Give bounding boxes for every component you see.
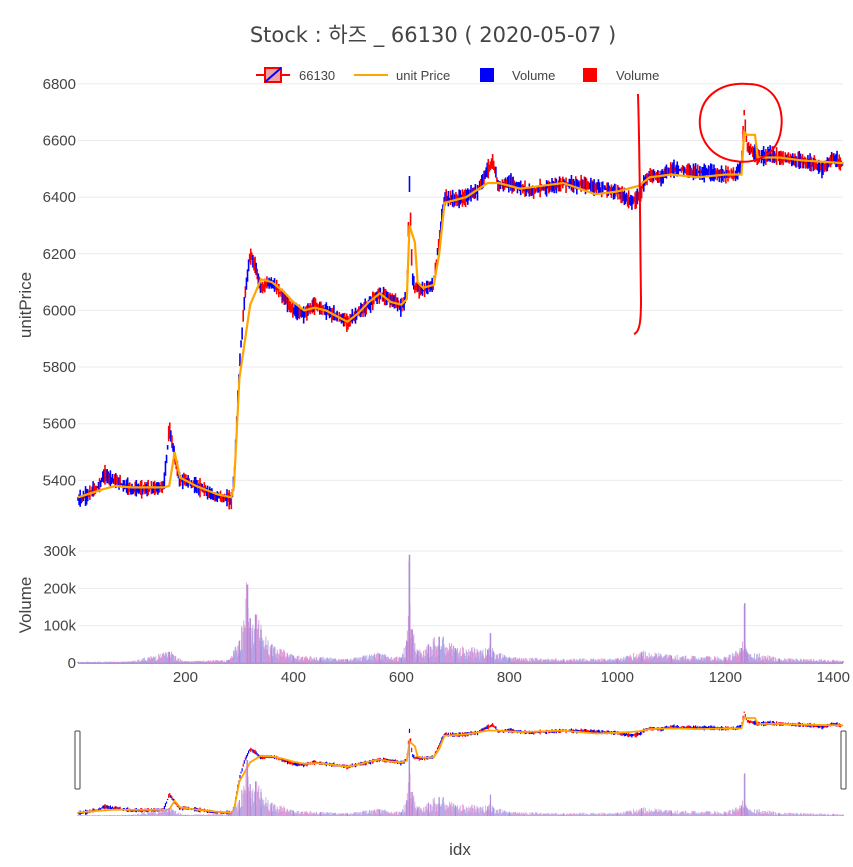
price-tick-label: 6400 <box>43 189 76 206</box>
x-tick-label: 200 <box>173 669 198 686</box>
legend[interactable]: 66130 unit Price Volume Volume <box>256 67 659 83</box>
legend-label-volume-blue: Volume <box>512 68 555 83</box>
x-tick-label: 400 <box>281 669 306 686</box>
price-axis-ticks: 5400 5600 5800 6000 6200 6400 6600 6800 <box>43 76 76 490</box>
unit-price-line <box>77 129 844 499</box>
volume-tick-label: 300k <box>43 543 76 560</box>
price-tick-label: 6200 <box>43 246 76 263</box>
legend-item-candlestick[interactable]: 66130 <box>256 67 335 83</box>
range-slider-right-handle[interactable] <box>840 730 847 790</box>
price-tick-label: 5800 <box>43 359 76 376</box>
price-tick-label: 5400 <box>43 472 76 489</box>
legend-label-66130: 66130 <box>299 68 335 83</box>
legend-item-volume-blue[interactable]: Volume <box>480 68 555 83</box>
range-slider-left-handle[interactable] <box>74 730 81 790</box>
volume-axis-ticks: 0 100k 200k 300k <box>43 543 76 672</box>
legend-label-volume-red: Volume <box>616 68 659 83</box>
price-tick-label: 6600 <box>43 132 76 149</box>
x-tick-label: 1200 <box>709 669 742 686</box>
legend-item-unit-price[interactable]: unit Price <box>354 68 450 83</box>
price-tick-label: 6800 <box>43 76 76 93</box>
chart-title: Stock : 하즈 _ 66130 ( 2020-05-07 ) <box>250 23 616 48</box>
volume-gridlines <box>78 550 843 664</box>
annotation-circle <box>698 82 783 163</box>
slider-unit-price-line <box>77 716 844 814</box>
range-slider-preview <box>77 711 844 816</box>
price-axis-title: unitPrice <box>16 272 35 338</box>
price-gridlines <box>78 83 843 481</box>
x-tick-label: 600 <box>389 669 414 686</box>
volume-tick-label: 200k <box>43 580 76 597</box>
x-axis-ticks: 200 400 600 800 1000 1200 1400 <box>173 669 850 686</box>
x-tick-label: 1000 <box>601 669 634 686</box>
annotation-vertical-line <box>633 93 643 335</box>
legend-item-volume-red[interactable]: Volume <box>583 68 659 83</box>
legend-label-unit-price: unit Price <box>396 68 450 83</box>
x-tick-label: 1400 <box>817 669 850 686</box>
x-axis-title: idx <box>449 840 471 859</box>
price-tick-label: 6000 <box>43 302 76 319</box>
range-slider[interactable] <box>74 697 847 817</box>
price-plot-area[interactable] <box>77 109 844 510</box>
volume-tick-label: 0 <box>68 655 76 672</box>
volume-tick-label: 100k <box>43 618 76 635</box>
price-tick-label: 5600 <box>43 416 76 433</box>
freehand-annotations <box>633 82 783 335</box>
x-tick-label: 800 <box>497 669 522 686</box>
volume-plot-area[interactable] <box>77 554 844 663</box>
volume-axis-title: Volume <box>16 577 35 634</box>
